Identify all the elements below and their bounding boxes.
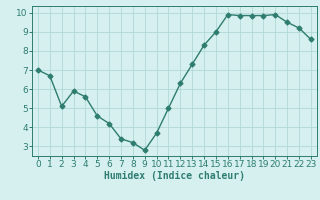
X-axis label: Humidex (Indice chaleur): Humidex (Indice chaleur)	[104, 171, 245, 181]
